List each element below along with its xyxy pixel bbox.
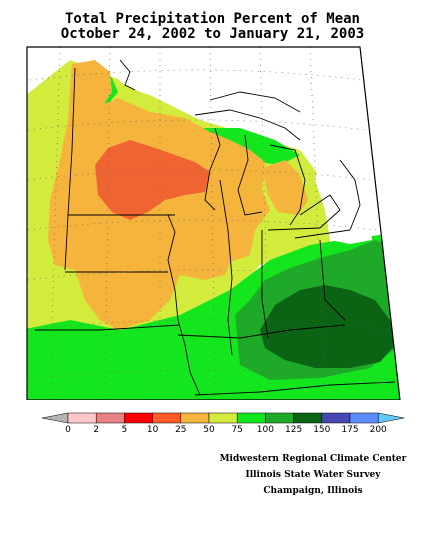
legend-arrow-low	[41, 412, 69, 424]
legend-tick-label: 0	[65, 425, 71, 435]
legend-tick-label: 10	[146, 425, 159, 435]
lake-erie-shore	[299, 194, 341, 229]
legend-arrow-high	[377, 412, 405, 424]
lake-superior-north-shore	[209, 91, 301, 113]
region-orange-michigan	[262, 160, 308, 215]
region-no-data-east	[315, 150, 372, 244]
legend-swatch	[236, 412, 266, 424]
state-line-mo-il	[177, 319, 201, 396]
legend-swatch	[321, 412, 351, 424]
lake-huron-shore	[269, 144, 306, 226]
color-legend	[41, 412, 405, 424]
lake-michigan-west-shore	[204, 127, 221, 211]
legend-tick-label: 125	[285, 425, 303, 435]
state-line-south	[194, 381, 396, 396]
legend-swatch	[180, 412, 210, 424]
state-line-mo-ar-ky	[177, 324, 346, 339]
lake-superior-south-shore	[194, 109, 301, 141]
region-no-data-north	[110, 47, 362, 160]
legend-tick-label: 50	[203, 425, 215, 435]
region-bright-green-up	[200, 128, 300, 165]
legend-tick-label: 200	[369, 425, 387, 435]
east-coastline	[339, 159, 361, 231]
legend-tick-label: 150	[313, 425, 331, 435]
lake-michigan-east-shore	[237, 134, 263, 216]
legend-swatch	[208, 412, 238, 424]
map-title-line1: Total Precipitation Percent of Mean	[64, 11, 360, 27]
state-line-west	[64, 67, 76, 271]
legend-swatch	[265, 412, 294, 424]
credit-line1: Midwestern Regional Climate Center	[219, 454, 407, 464]
credit-line3: Champaign, Illinois	[263, 486, 363, 496]
state-line-oh-pa	[294, 229, 351, 239]
legend-tick-label: 2	[93, 425, 100, 435]
legend-tick-label: 75	[231, 425, 243, 435]
legend-tick-label: 25	[175, 425, 187, 435]
legend-swatch	[293, 412, 323, 424]
legend-tick-label: 100	[256, 425, 274, 435]
graticule	[27, 46, 397, 400]
legend-swatch	[95, 412, 125, 424]
state-line-in-oh	[261, 230, 269, 339]
legend-swatch	[67, 412, 97, 424]
legend-tick-label: 5	[121, 425, 128, 435]
precipitation-map	[26, 46, 401, 400]
legend-tick-label: 175	[341, 425, 359, 435]
credit-line2: Illinois State Water Survey	[245, 470, 381, 480]
north-coastline	[119, 59, 136, 91]
state-line-ks-ok	[35, 324, 181, 331]
legend-swatch	[124, 412, 153, 424]
legend-swatch	[349, 412, 379, 424]
state-line-mi-oh	[267, 227, 321, 231]
map-title-line2: October 24, 2002 to January 21, 2003	[60, 26, 365, 42]
region-dark-orange	[95, 140, 210, 220]
boundaries	[35, 59, 396, 396]
state-line-mississippi	[167, 214, 179, 321]
state-line-il-in	[219, 179, 233, 356]
map-frame	[26, 46, 401, 400]
state-line-oh-wv	[319, 239, 346, 321]
legend-swatch	[152, 412, 182, 424]
